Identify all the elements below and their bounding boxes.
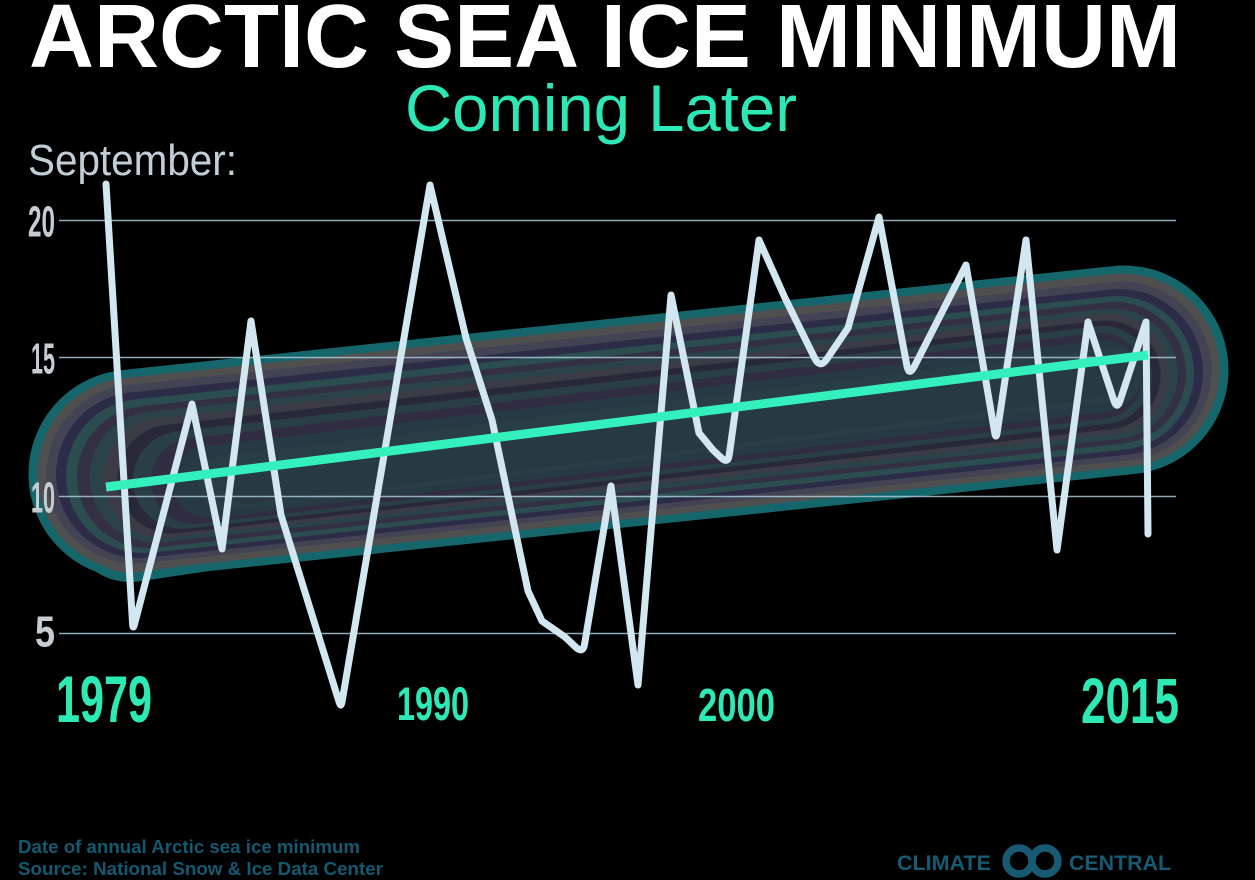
svg-text:5: 5: [35, 608, 55, 657]
svg-text:15: 15: [31, 335, 55, 384]
svg-text:September:: September:: [28, 136, 237, 185]
svg-text:1979: 1979: [56, 662, 152, 736]
svg-text:Source: National Snow & Ice Da: Source: National Snow & Ice Data Center: [18, 859, 383, 879]
svg-text:2015: 2015: [1081, 665, 1179, 737]
svg-text:ARCTIC SEA ICE MINIMUM: ARCTIC SEA ICE MINIMUM: [29, 0, 1181, 87]
svg-text:CENTRAL: CENTRAL: [1069, 852, 1171, 875]
svg-text:2000: 2000: [698, 679, 775, 731]
svg-text:Date of annual Arctic sea ice: Date of annual Arctic sea ice minimum: [18, 837, 360, 857]
svg-text:1990: 1990: [397, 677, 469, 730]
svg-text:20: 20: [28, 198, 55, 247]
svg-text:Coming Later: Coming Later: [405, 71, 797, 145]
svg-text:10: 10: [31, 474, 55, 523]
svg-text:CLIMATE: CLIMATE: [897, 852, 991, 875]
